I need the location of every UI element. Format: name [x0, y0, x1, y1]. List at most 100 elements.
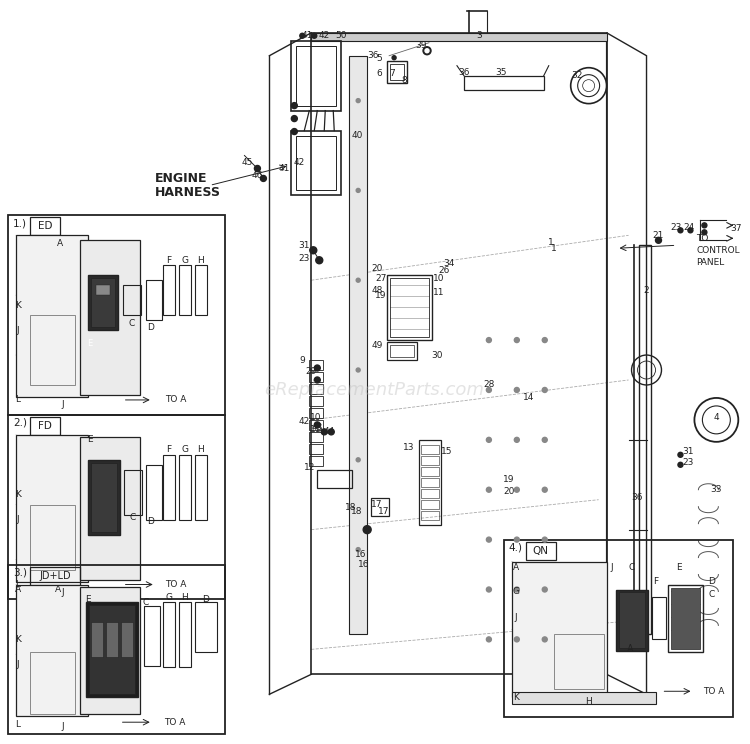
Text: 16: 16 [358, 560, 370, 569]
Text: J: J [610, 563, 613, 572]
Bar [96, 285, 109, 295]
Bar [309, 408, 323, 418]
Circle shape [514, 637, 519, 642]
Circle shape [702, 230, 707, 235]
Text: 4.): 4.) [509, 542, 523, 553]
Text: 37: 37 [730, 224, 742, 233]
Text: 36: 36 [631, 493, 642, 502]
Bar [390, 278, 429, 337]
Text: A: A [15, 585, 21, 594]
Bar [106, 623, 118, 658]
Text: 21: 21 [652, 231, 664, 240]
Bar [421, 445, 439, 454]
Text: 36: 36 [458, 68, 470, 77]
Text: 23: 23 [298, 254, 310, 263]
Bar [144, 606, 160, 667]
Bar [512, 562, 607, 697]
Circle shape [260, 176, 266, 182]
Bar [421, 489, 439, 498]
Circle shape [356, 458, 360, 462]
Text: F: F [166, 446, 171, 455]
Text: 31: 31 [298, 241, 310, 250]
Bar [88, 606, 135, 694]
Text: 1: 1 [550, 244, 556, 253]
Text: 1.): 1.) [13, 218, 27, 228]
Text: C: C [130, 513, 136, 522]
Circle shape [514, 388, 519, 392]
Bar [390, 345, 414, 357]
Circle shape [656, 237, 662, 243]
Circle shape [702, 223, 707, 228]
Text: CONTROL: CONTROL [697, 246, 740, 254]
Text: E: E [87, 339, 92, 347]
Circle shape [300, 33, 304, 38]
Bar [387, 61, 407, 83]
Text: K: K [15, 635, 21, 644]
Bar [309, 444, 323, 454]
Text: 35: 35 [495, 68, 506, 77]
Circle shape [678, 228, 683, 233]
Text: FD: FD [38, 421, 52, 431]
Bar [421, 510, 439, 519]
Text: HARNESS: HARNESS [154, 186, 220, 199]
Circle shape [356, 368, 360, 372]
Text: 29: 29 [305, 368, 317, 376]
Bar [504, 539, 734, 717]
Bar [178, 455, 190, 519]
Text: 12: 12 [304, 464, 315, 472]
Bar [80, 437, 140, 580]
Text: 5: 5 [376, 54, 382, 63]
Text: 10: 10 [310, 414, 321, 423]
Circle shape [328, 429, 334, 434]
Text: E: E [87, 435, 92, 444]
Circle shape [316, 257, 322, 263]
Text: 19: 19 [376, 291, 387, 300]
Circle shape [291, 129, 297, 135]
Text: ED: ED [38, 221, 52, 231]
Text: 42: 42 [319, 31, 330, 40]
Text: 48: 48 [371, 286, 382, 295]
Circle shape [487, 587, 491, 592]
Circle shape [254, 165, 260, 171]
Circle shape [514, 537, 519, 542]
Bar [30, 417, 60, 434]
Bar [16, 585, 88, 716]
Bar [91, 463, 117, 532]
Text: J: J [62, 722, 64, 731]
Bar [8, 415, 226, 600]
Bar [350, 56, 368, 635]
Circle shape [688, 228, 693, 233]
Bar [619, 592, 644, 648]
Text: J: J [16, 660, 20, 669]
Bar [638, 246, 650, 635]
Circle shape [356, 278, 360, 282]
Text: C: C [142, 598, 148, 607]
Bar [16, 235, 88, 397]
Text: 42: 42 [294, 158, 305, 167]
Text: 39: 39 [416, 41, 427, 51]
Bar [419, 440, 441, 525]
Text: K: K [15, 301, 21, 310]
Bar [30, 217, 60, 235]
Text: 34: 34 [443, 259, 454, 268]
Bar [311, 33, 607, 674]
Bar [123, 285, 141, 315]
Text: A: A [57, 239, 63, 248]
Text: 46: 46 [252, 171, 263, 180]
Text: eReplacementParts.com: eReplacementParts.com [264, 381, 484, 399]
Text: A: A [55, 585, 61, 594]
Text: 27: 27 [376, 274, 387, 283]
Bar [421, 466, 439, 475]
Circle shape [542, 437, 548, 443]
Text: 8: 8 [401, 76, 407, 85]
Bar [91, 278, 115, 327]
Text: 2: 2 [644, 286, 650, 295]
Bar [296, 135, 336, 190]
Text: D: D [147, 517, 154, 526]
Circle shape [291, 103, 297, 109]
Text: H: H [182, 593, 188, 602]
Text: 28: 28 [483, 380, 494, 389]
Bar [309, 384, 323, 394]
Bar [554, 635, 604, 689]
Text: 33: 33 [710, 485, 722, 494]
